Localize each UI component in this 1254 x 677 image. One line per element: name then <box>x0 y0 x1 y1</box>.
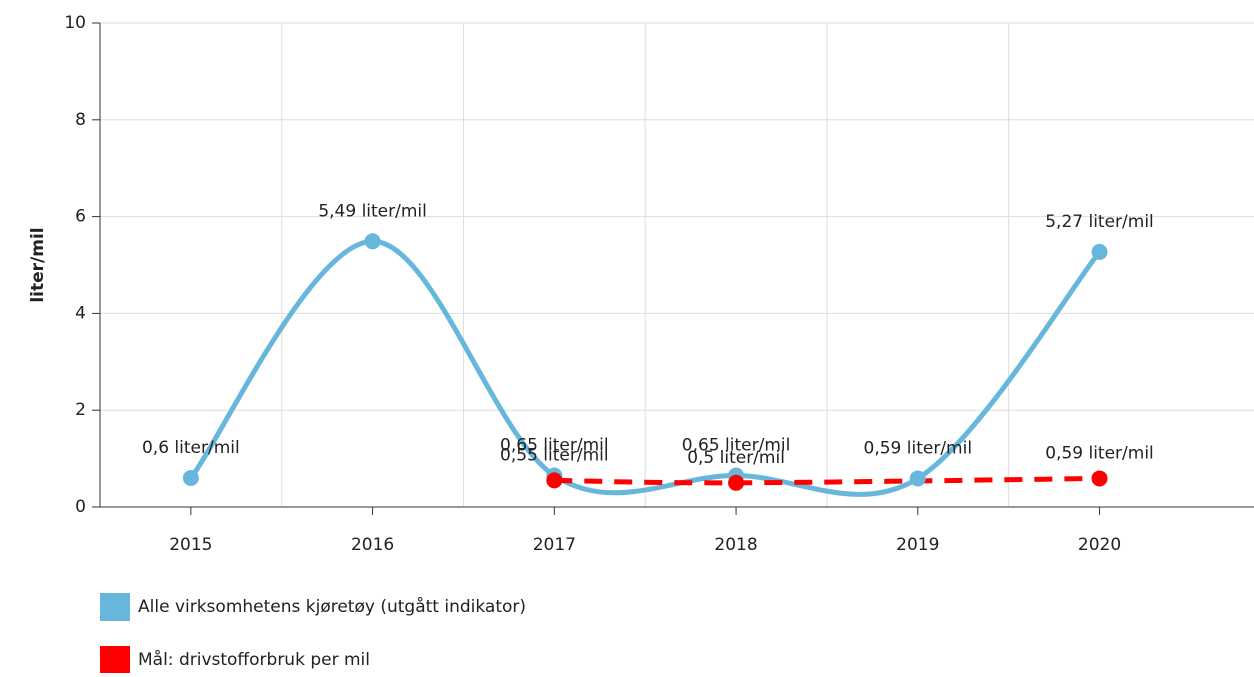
y-tick-label: 0 <box>75 497 86 517</box>
y-tick-label: 4 <box>75 303 86 323</box>
data-label: 0,59 liter/mil <box>1045 443 1154 463</box>
series-line <box>188 238 1102 497</box>
x-tick-label: 2015 <box>169 535 212 555</box>
legend-label: Alle virksomhetens kjøretøy (utgått indi… <box>138 596 526 617</box>
y-tick-label: 2 <box>75 400 86 420</box>
data-label: 0,55 liter/mil <box>500 445 609 465</box>
legend-label: Mål: drivstofforbruk per mil <box>138 649 370 670</box>
legend-swatch[interactable] <box>100 593 130 621</box>
data-label: 0,59 liter/mil <box>864 438 973 458</box>
point <box>546 472 563 489</box>
data-label: 0,5 liter/mil <box>687 448 785 468</box>
y-axis-label: liter/mil <box>28 227 48 302</box>
data-label: 5,27 liter/mil <box>1045 212 1154 232</box>
point <box>909 470 926 487</box>
point <box>364 233 381 250</box>
x-tick-label: 2020 <box>1078 535 1121 555</box>
legend-swatch[interactable] <box>100 646 130 674</box>
y-tick-label: 6 <box>75 207 86 227</box>
x-tick-label: 2016 <box>351 535 394 555</box>
y-tick-label: 10 <box>64 13 86 33</box>
data-label: 0,65 liter/mil <box>682 436 791 456</box>
point <box>728 474 745 491</box>
x-tick-label: 2019 <box>896 535 939 555</box>
point <box>1091 470 1108 487</box>
x-tick-label: 2017 <box>533 535 576 555</box>
data-label: 0,6 liter/mil <box>142 438 240 458</box>
data-label: 0,65 liter/mil <box>500 436 609 456</box>
series-line <box>554 475 1100 486</box>
data-label: 5,49 liter/mil <box>318 201 427 221</box>
point <box>1091 243 1108 260</box>
y-tick-label: 8 <box>75 110 86 130</box>
x-tick-label: 2018 <box>714 535 757 555</box>
point <box>182 469 199 486</box>
